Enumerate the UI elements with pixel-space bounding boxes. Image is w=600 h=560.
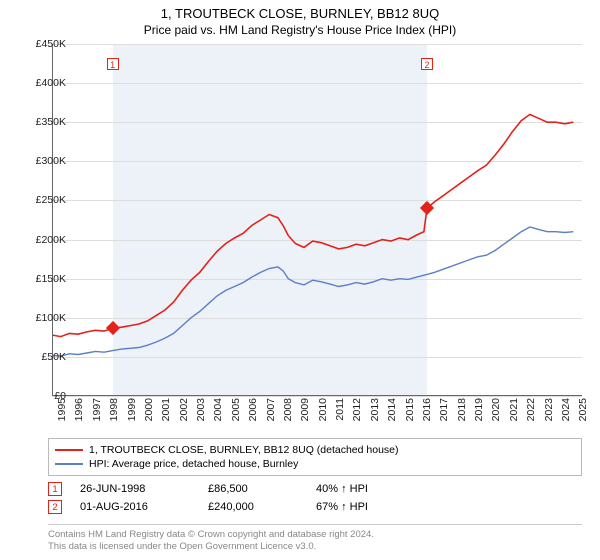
chart-legend: 1, TROUTBECK CLOSE, BURNLEY, BB12 8UQ (d… [48,438,582,476]
x-tick-label: 2021 [508,398,520,421]
x-tick-label: 1998 [108,398,120,421]
x-tick-label: 2005 [230,398,242,421]
x-tick-label: 2024 [560,398,572,421]
legend-item: 1, TROUTBECK CLOSE, BURNLEY, BB12 8UQ (d… [55,443,575,457]
x-tick-label: 2022 [525,398,537,421]
transaction-row: 2 01-AUG-2016 £240,000 67% ↑ HPI [48,498,582,516]
y-tick-label: £50K [22,351,66,363]
x-tick-label: 2012 [351,398,363,421]
chart-plot-area: 12 [52,44,582,396]
x-tick-label: 2009 [299,398,311,421]
x-tick-label: 2014 [386,398,398,421]
chart-title: 1, TROUTBECK CLOSE, BURNLEY, BB12 8UQ [0,0,600,21]
x-tick-label: 2018 [456,398,468,421]
event-marker-box: 1 [107,58,119,70]
transaction-price: £240,000 [208,501,298,513]
x-axis [52,395,582,396]
legend-label: 1, TROUTBECK CLOSE, BURNLEY, BB12 8UQ (d… [89,444,399,456]
x-tick-label: 2003 [195,398,207,421]
event-marker-box: 2 [421,58,433,70]
footer-line-2: This data is licensed under the Open Gov… [48,541,582,553]
y-tick-label: £150K [22,273,66,285]
legend-label: HPI: Average price, detached house, Burn… [89,458,298,470]
series-line-hpi [52,227,573,356]
y-tick-label: £400K [22,77,66,89]
x-tick-label: 2019 [473,398,485,421]
transaction-date: 26-JUN-1998 [80,483,190,495]
legend-swatch [55,463,83,465]
x-tick-label: 1995 [56,398,68,421]
x-tick-label: 2017 [438,398,450,421]
chart-subtitle: Price paid vs. HM Land Registry's House … [0,21,600,37]
x-tick-label: 2007 [265,398,277,421]
transactions-table: 1 26-JUN-1998 £86,500 40% ↑ HPI 2 01-AUG-2016… [48,480,582,516]
transaction-marker: 1 [48,482,62,496]
transaction-date: 01-AUG-2016 [80,501,190,513]
footer-line-1: Contains HM Land Registry data © Crown c… [48,529,582,541]
x-tick-label: 2020 [490,398,502,421]
x-tick-label: 1996 [73,398,85,421]
x-tick-label: 1999 [126,398,138,421]
x-tick-label: 2013 [369,398,381,421]
y-tick-label: £200K [22,234,66,246]
x-tick-label: 2011 [334,398,346,421]
x-tick-label: 2023 [543,398,555,421]
y-tick-label: £450K [22,38,66,50]
legend-swatch [55,449,83,451]
transaction-marker: 2 [48,500,62,514]
x-tick-label: 2008 [282,398,294,421]
x-tick-label: 2010 [317,398,329,421]
y-tick-label: £300K [22,155,66,167]
y-tick-label: £100K [22,312,66,324]
chart-footer: Contains HM Land Registry data © Crown c… [48,524,582,553]
transaction-row: 1 26-JUN-1998 £86,500 40% ↑ HPI [48,480,582,498]
series-line-price_paid [52,114,573,336]
x-tick-label: 2025 [577,398,589,421]
y-tick-label: £350K [22,116,66,128]
transaction-delta: 67% ↑ HPI [316,501,406,513]
chart-lines [52,44,582,396]
x-tick-label: 1997 [91,398,103,421]
transaction-delta: 40% ↑ HPI [316,483,406,495]
gridline [52,396,582,397]
legend-item: HPI: Average price, detached house, Burn… [55,457,575,471]
x-tick-label: 2015 [404,398,416,421]
x-tick-label: 2004 [212,398,224,421]
x-tick-label: 2002 [178,398,190,421]
y-tick-label: £250K [22,194,66,206]
x-tick-label: 2016 [421,398,433,421]
x-tick-label: 2001 [160,398,172,421]
x-tick-label: 2000 [143,398,155,421]
x-tick-label: 2006 [247,398,259,421]
y-axis [52,44,53,396]
transaction-price: £86,500 [208,483,298,495]
